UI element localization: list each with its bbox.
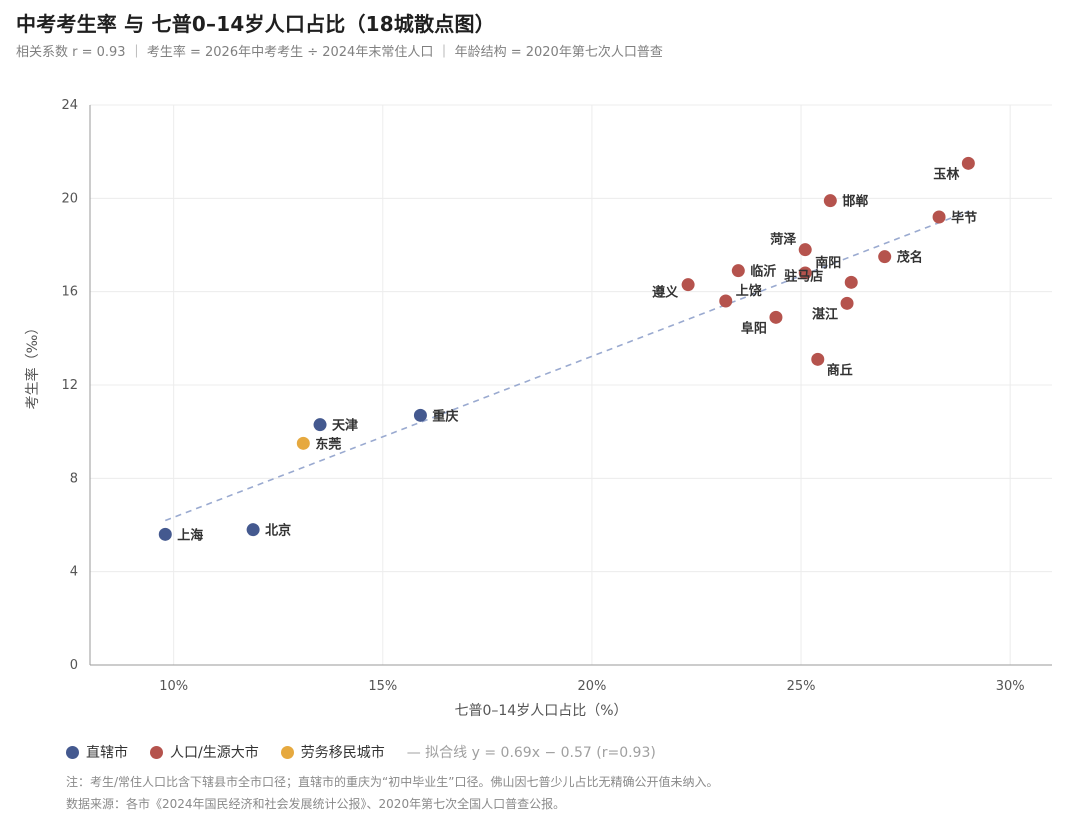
point-label: 重庆 [432,408,458,424]
point-label: 毕节 [951,210,977,226]
y-tick-label: 4 [70,565,78,580]
y-tick-label: 24 [61,98,78,113]
x-tick-label: 20% [577,679,606,694]
data-point [296,436,310,450]
footnote-note: 注：考生/常住人口比含下辖县市全市口径；直辖市的重庆为“初中毕业生”口径。佛山因… [66,775,719,789]
x-tick-label: 10% [159,679,188,694]
x-tick-label: 15% [368,679,397,694]
data-point [823,194,837,208]
y-tick-label: 20 [61,191,78,206]
footnote-source: 数据来源：各市《2024年国民经济和社会发展统计公报》、2020年第七次全国人口… [66,797,566,811]
legend-label-migrant-city: 劳务移民城市 [300,745,385,761]
point-label: 上饶 [736,283,762,299]
point-label: 驻马店 [784,268,823,284]
point-label: 菏泽 [770,232,797,248]
data-point [840,296,854,310]
data-point [878,250,892,264]
point-label: 商丘 [827,362,853,378]
legend-dot-migrant-city [280,745,294,759]
legend-label-municipality: 直辖市 [86,745,128,761]
point-label: 玉林 [933,166,959,182]
data-point [844,275,858,289]
data-point [798,243,812,257]
y-tick-label: 0 [70,658,78,673]
data-point [413,408,427,422]
y-tick-label: 16 [61,285,78,300]
point-label: 邯郸 [842,194,868,210]
point-label: 南阳 [815,255,841,271]
axes: 0 4 8 12 16 20 24 10% 15% 20% 25% 30% 七普0–14岁人口占比（%）… [24,98,1052,719]
fit-line-group [164,210,969,522]
legend-item-migrant-city: 劳务移民城市 [280,742,385,762]
point-label: 临沂 [750,264,776,280]
point-label: 阜阳 [741,320,767,336]
point-label: 遵义 [652,285,679,301]
y-axis-title: 考生率（‰） [24,321,41,410]
legend-item-populous-city: 人口/生源大市 [150,742,259,762]
data-point [798,266,812,280]
point-label: 湛江 [812,306,838,322]
point-label: 上海 [177,527,203,543]
data-point [246,523,260,537]
data-point [811,352,825,366]
point-label: 天津 [332,418,358,434]
chart-subtitle: 相关系数 r = 0.93 ｜ 考生率 = 2026年中考考生 ÷ 2024年末… [16,45,663,60]
legend-dot-municipality [66,745,79,759]
y-tick-label: 12 [61,378,78,393]
legend-label-populous-city: 人口/生源大市 [170,745,259,761]
point-label: 北京 [265,523,291,539]
legend-fit-line: — 拟合线 y = 0.69x − 0.57 (r=0.93) [406,745,656,761]
data-points [158,156,975,541]
data-point [731,264,745,278]
data-point [932,210,946,224]
data-point [961,156,975,170]
legend-dot-populous-city [150,745,163,759]
legend-item-municipality: 直辖市 [66,742,128,762]
y-tick-label: 8 [70,471,78,486]
point-label: 茂名 [897,250,923,266]
x-axis-title: 七普0–14岁人口占比（%） [454,703,627,719]
point-label: 东莞 [315,436,341,452]
x-tick-label: 25% [787,679,816,694]
data-point [681,278,695,292]
data-point [158,527,172,541]
data-point [313,418,327,432]
chart-title: 中考考生率 与 七普0–14岁人口占比（18城散点图） [16,12,495,36]
legend: 直辖市 人口/生源大市 劳务移民城市 — 拟合线 y = 0.69x − 0.5… [66,742,678,762]
fit-line [164,210,969,522]
grid-lines [90,104,1052,666]
x-tick-label: 30% [996,679,1025,694]
data-point [719,294,733,308]
data-point [769,310,783,324]
